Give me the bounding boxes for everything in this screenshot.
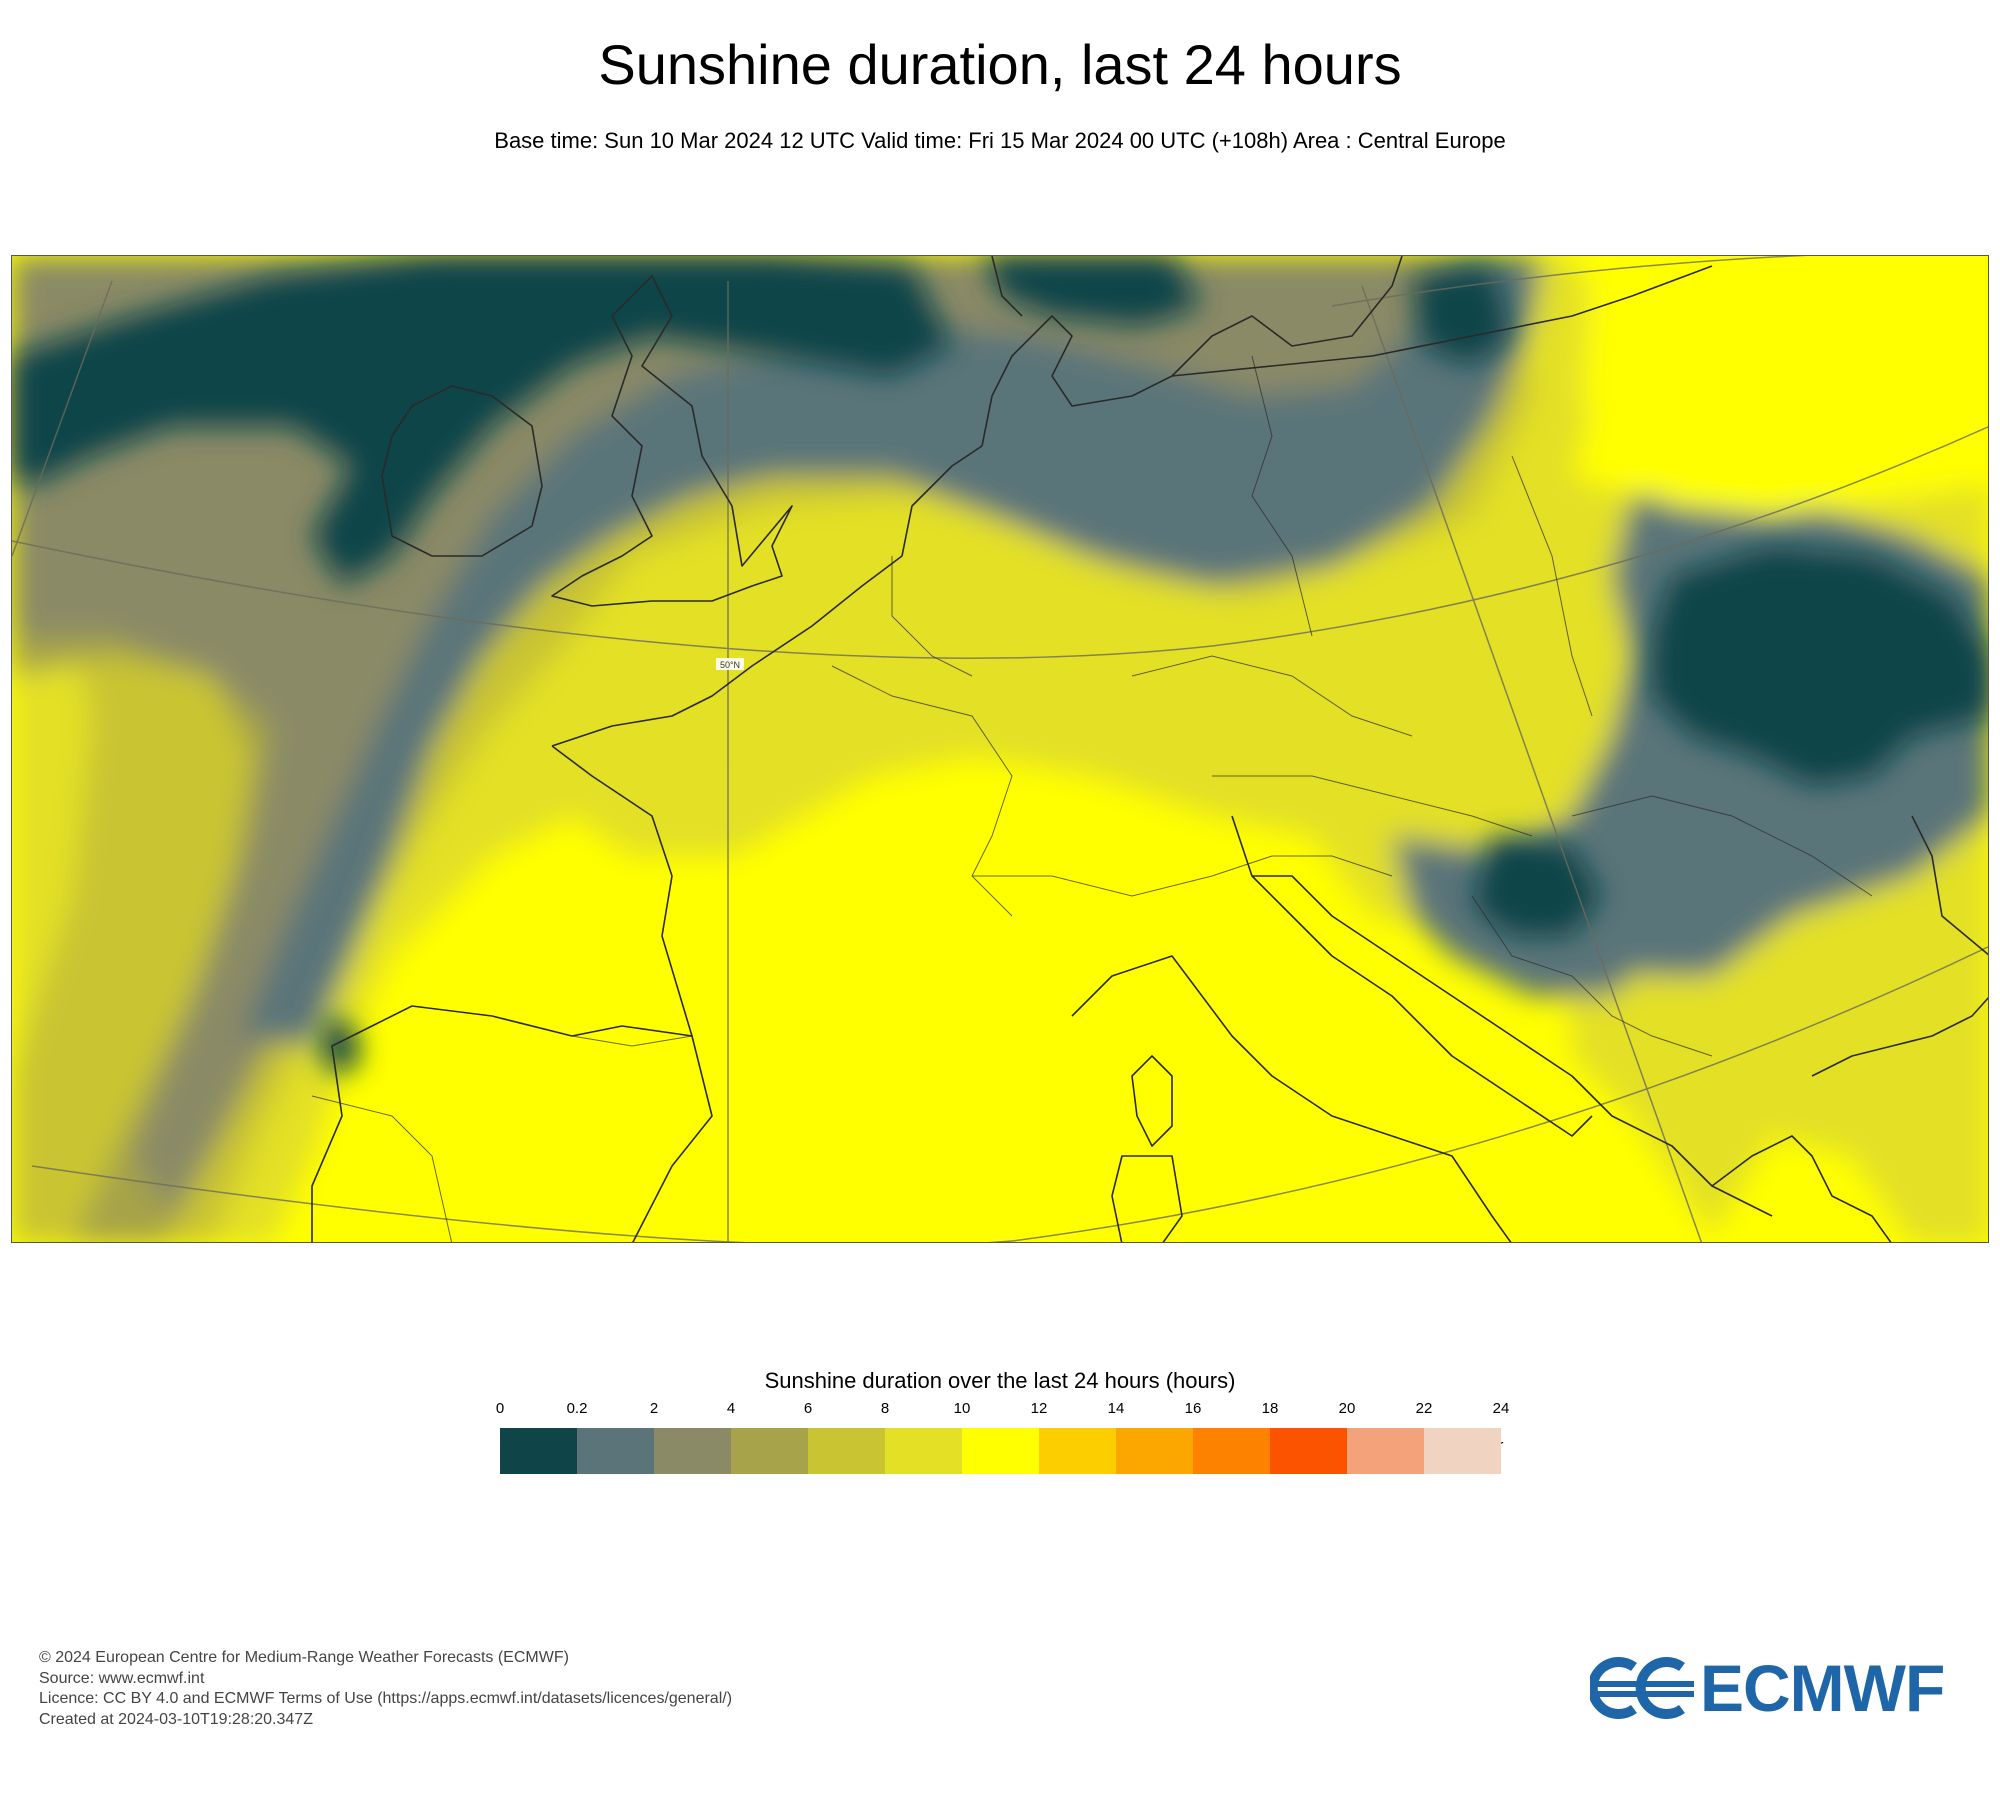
- field-dark-ukraine: [1652, 546, 1988, 786]
- border-czech: [1131, 655, 1413, 737]
- legend-tick-label: 16: [1184, 1400, 1202, 1417]
- graticule-40n-east: [1011, 946, 1988, 1242]
- graticule-label-text: 50°N: [720, 660, 740, 670]
- border-alps: [972, 855, 1393, 897]
- coast-corsica: [1131, 1055, 1173, 1147]
- colorbar-segment: [808, 1428, 885, 1474]
- coast-adriatic: [1252, 875, 1773, 1217]
- colorbar-segment: [1424, 1428, 1501, 1474]
- legend-tick-label: 14: [1107, 1400, 1125, 1417]
- legend-tick-label: 18: [1261, 1400, 1279, 1417]
- footer-copyright: © 2024 European Centre for Medium-Range …: [39, 1649, 569, 1666]
- colorbar-segment: [1039, 1428, 1116, 1474]
- field-dark-north-sea: [982, 256, 1202, 326]
- coast-greece: [1711, 997, 1988, 1242]
- field-dark-spain-coast: [322, 1016, 362, 1076]
- coast-sardinia: [1111, 1155, 1183, 1242]
- colorbar-segment: [885, 1428, 962, 1474]
- footer-licence: Licence: CC BY 4.0 and ECMWF Terms of Us…: [39, 1690, 733, 1707]
- field-dark-baltic: [1412, 266, 1512, 366]
- coast-britain: [551, 275, 793, 607]
- ecmwf-logo-icon: [1590, 1657, 1694, 1719]
- colorbar-segment: [1116, 1428, 1193, 1474]
- legend-tick-label: 24: [1492, 1400, 1510, 1417]
- border-germany-poland: [1251, 355, 1313, 637]
- border-poland-ukraine: [1511, 455, 1593, 717]
- colorbar-segment: [500, 1428, 577, 1474]
- legend-tick-label: 4: [726, 1400, 736, 1417]
- border-austria-hungary: [1212, 775, 1533, 837]
- colorbar-segment: [654, 1428, 731, 1474]
- graticule-50n: [12, 426, 1988, 659]
- sunshine-map: 50°N: [11, 255, 1989, 1243]
- legend-tick-label: 12: [1030, 1400, 1048, 1417]
- legend-tick-label: 6: [803, 1400, 813, 1417]
- graticule-60n: [1331, 256, 1808, 307]
- field-band-0_2-2: [12, 256, 1542, 1046]
- legend-tick-label: 0: [495, 1400, 505, 1417]
- footer: © 2024 European Centre for Medium-Range …: [39, 1648, 732, 1730]
- chart-title: Sunshine duration, last 24 hours: [598, 33, 1402, 96]
- footer-created: Created at 2024-03-10T19:28:20.347Z: [39, 1710, 313, 1728]
- border-balkans: [1471, 895, 1713, 1057]
- coast-ireland: [381, 385, 543, 557]
- border-benelux: [891, 556, 973, 677]
- chart-subtitle: Base time: Sun 10 Mar 2024 12 UTC Valid …: [494, 128, 1506, 153]
- legend-tick-label: 20: [1338, 1400, 1356, 1417]
- colorbar-segment: [577, 1428, 654, 1474]
- colorbar-segment: [1270, 1428, 1347, 1474]
- coast-denmark: [981, 256, 1403, 447]
- border-romania: [1571, 795, 1873, 897]
- footer-source: Source: www.ecmwf.int: [39, 1669, 205, 1687]
- graticule-40n: [31, 1165, 1013, 1242]
- legend-tick-label: 22: [1415, 1400, 1433, 1417]
- coast-norway: [991, 256, 1023, 317]
- legend-tick-label: 2: [649, 1400, 659, 1417]
- legend-tick-label: 0.2: [566, 1400, 588, 1417]
- legend-tick-label: 10: [953, 1400, 971, 1417]
- border-iberia: [311, 1095, 453, 1242]
- field-northeast-bright: [1582, 256, 1988, 516]
- field-dark-atlantic: [12, 256, 952, 586]
- colorbar-segment: [1347, 1428, 1424, 1474]
- graticule-west: [12, 280, 113, 557]
- graticule-20e: [1361, 285, 1703, 1242]
- colorbar: [500, 1428, 1501, 1474]
- ecmwf-logo: ECMWF: [1590, 1651, 1960, 1725]
- field-dark-balkan: [1472, 836, 1602, 936]
- colorbar-segment: [731, 1428, 808, 1474]
- graticule-label-50n: 50°N: [716, 658, 744, 670]
- coast-baltic: [1171, 265, 1713, 377]
- legend-title: Sunshine duration over the last 24 hours…: [764, 1368, 1236, 1393]
- coast-italy: [1071, 815, 1593, 1242]
- colorbar-segment: [1193, 1428, 1270, 1474]
- border-pyrenees: [571, 1035, 693, 1047]
- coast-black-sea: [1911, 815, 1988, 956]
- colorbar-segment: [962, 1428, 1039, 1474]
- legend-tick-label: 8: [880, 1400, 890, 1417]
- ecmwf-logo-text: ECMWF: [1700, 1651, 1945, 1725]
